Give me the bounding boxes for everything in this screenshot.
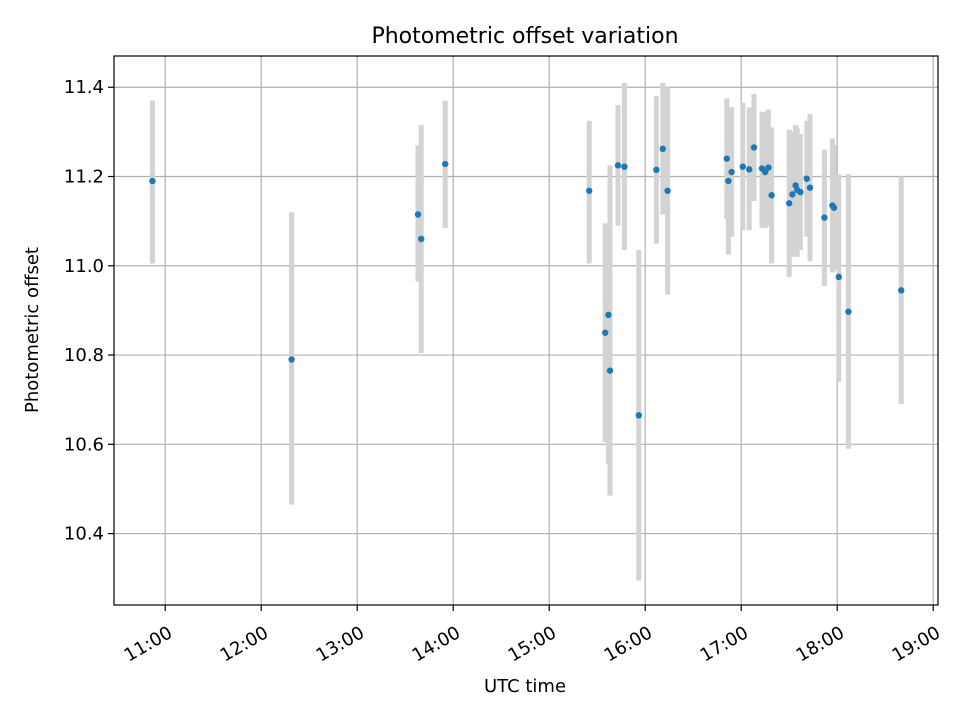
data-point	[288, 356, 295, 363]
data-point	[750, 144, 758, 151]
data-point	[605, 311, 612, 319]
data-point	[664, 187, 671, 194]
data-point	[418, 235, 425, 243]
y-tick-label: 10.4	[64, 524, 104, 545]
y-tick-label: 10.6	[64, 434, 104, 455]
data-point	[835, 273, 842, 281]
data-point	[746, 166, 753, 173]
data-point	[845, 308, 852, 315]
y-axis-label: Photometric offset	[22, 247, 43, 413]
y-axis-ticks: 10.4 10.6 10.8 11.0 11.2 11.4	[64, 77, 114, 545]
data-point	[898, 287, 905, 294]
chart-title: Photometric offset variation	[371, 24, 678, 49]
data-point	[762, 168, 769, 176]
data-point	[728, 168, 735, 176]
data-point	[614, 162, 622, 169]
y-tick-label: 11.4	[64, 77, 104, 98]
y-tick-label: 11.0	[64, 256, 104, 277]
data-point	[723, 155, 730, 162]
data-point	[803, 175, 810, 182]
y-tick-label: 11.2	[64, 167, 104, 188]
data-point	[602, 329, 609, 336]
data-point	[797, 188, 804, 196]
data-point	[806, 184, 814, 191]
plot-frame	[113, 55, 939, 606]
data-point	[606, 367, 614, 374]
data-point	[149, 177, 156, 185]
data-point	[830, 204, 838, 211]
data-points	[149, 144, 905, 419]
data-point	[621, 163, 628, 170]
data-point	[442, 160, 449, 168]
data-point	[765, 164, 772, 171]
data-point	[821, 214, 828, 221]
data-point	[659, 145, 666, 153]
data-point	[586, 187, 593, 194]
x-axis-label: UTC time	[484, 676, 566, 697]
data-point	[635, 412, 642, 419]
data-point	[414, 211, 422, 218]
data-point	[789, 191, 796, 198]
data-point	[725, 177, 732, 185]
data-point	[768, 192, 775, 199]
y-tick-label: 10.8	[64, 345, 104, 366]
data-point	[739, 163, 746, 170]
data-point	[653, 166, 660, 174]
data-point	[786, 200, 793, 207]
